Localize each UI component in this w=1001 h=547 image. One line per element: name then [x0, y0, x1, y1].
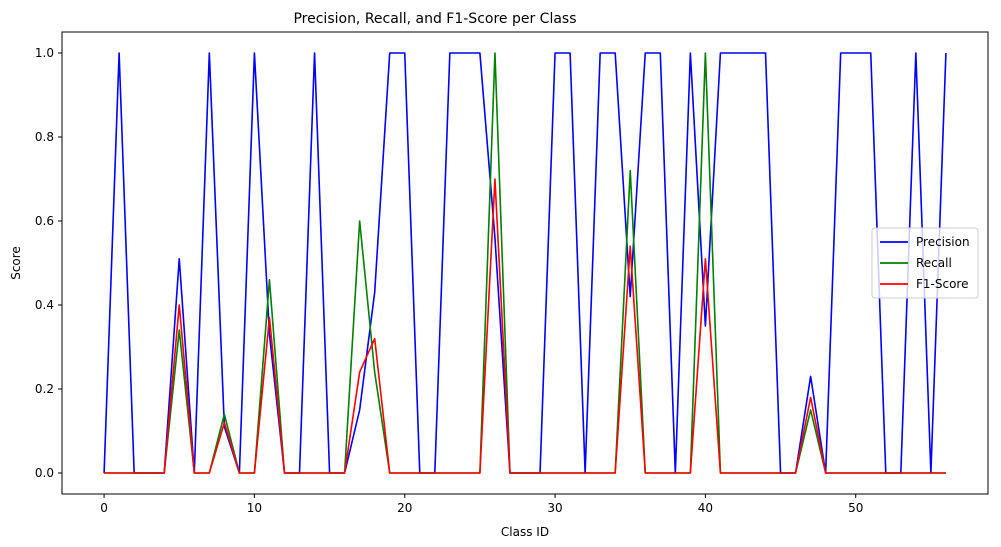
- y-axis-label: Score: [9, 246, 23, 280]
- x-tick-label: 40: [698, 501, 713, 515]
- axes-frame: [61, 31, 989, 495]
- y-tick-label: 0.4: [35, 298, 54, 312]
- y-tick-label: 0.2: [35, 382, 54, 396]
- series-line-recall: [104, 52, 946, 474]
- y-tick-label: 0.0: [35, 466, 54, 480]
- legend-label-f1-score: F1-Score: [916, 277, 968, 291]
- y-axis-ticks: 0.0 0.2 0.4 0.6 0.8 1.0: [35, 46, 62, 480]
- x-axis-label: Class ID: [501, 525, 549, 539]
- y-tick-label: 0.8: [35, 130, 54, 144]
- plot-lines: [103, 52, 947, 474]
- x-tick-label: 50: [848, 501, 863, 515]
- legend-label-recall: Recall: [916, 256, 952, 270]
- series-line-f1-score: [104, 178, 946, 474]
- x-tick-label: 10: [247, 501, 262, 515]
- x-tick-label: 20: [397, 501, 412, 515]
- x-tick-label: 0: [100, 501, 108, 515]
- series-line-precision: [103, 52, 947, 474]
- legend-label-precision: Precision: [916, 235, 970, 249]
- chart-title: Precision, Recall, and F1-Score per Clas…: [293, 11, 576, 27]
- legend-box: [871, 227, 979, 299]
- legend: Precision Recall F1-Score: [871, 227, 979, 299]
- x-tick-label: 30: [547, 501, 562, 515]
- x-axis-ticks: 0 10 20 30 40 50: [100, 494, 863, 515]
- y-tick-label: 0.6: [35, 214, 54, 228]
- y-tick-label: 1.0: [35, 46, 54, 60]
